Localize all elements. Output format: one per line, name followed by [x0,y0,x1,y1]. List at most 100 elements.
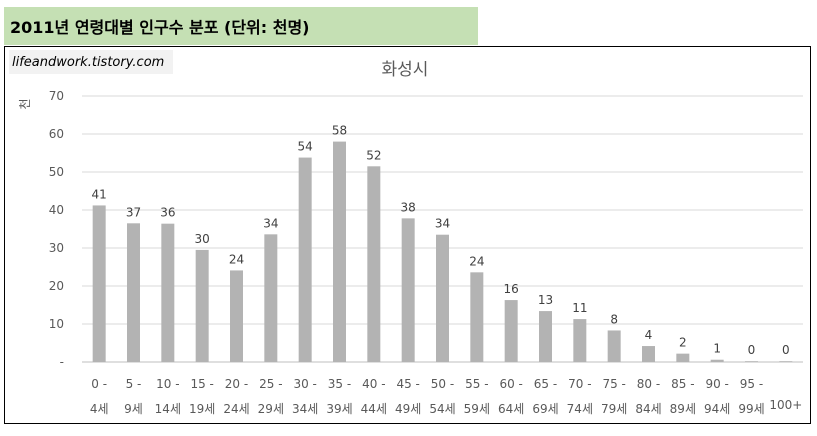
x-tick-label: 29세 [258,402,284,416]
y-axis-label: 천 [17,98,32,109]
x-tick-label: 35 - [328,377,351,391]
page-title: 2011년 연령대별 인구수 분포 (단위: 천명) [10,18,310,37]
x-tick-label: 49세 [395,402,421,416]
data-label: 30 [195,232,210,246]
data-label: 34 [263,216,278,230]
x-tick-label: 89세 [670,402,696,416]
bar [436,234,449,362]
data-label: 24 [229,252,244,266]
x-tick-label: 54세 [429,402,455,416]
bar [195,249,209,362]
data-label: 54 [298,140,313,154]
data-label: 58 [332,124,347,138]
x-tick-label: 5 - [126,377,142,391]
y-tick-label: 50 [49,165,64,179]
y-tick-label: - [60,355,64,369]
bar [333,141,346,362]
data-label: 1 [713,342,721,356]
x-tick-label: 14세 [155,402,181,416]
data-labels: 41 37 36 30 24 34 54 58 52 38 34 24 16 13 11 8 4 2 1 0 0 [92,124,790,358]
x-tick-label: 39세 [326,402,352,416]
data-label: 0 [782,343,790,357]
x-tick-label: 20 - [225,377,248,391]
bar [470,272,484,362]
x-tick-label: 69세 [532,402,558,416]
watermark: lifeandwork.tistory.com [9,50,173,74]
data-label: 16 [504,282,519,296]
y-tick-label: 70 [49,89,64,103]
x-tick-labels: 0 - 4세 5 - 9세 10 - 14세 15 - 19세 20 - 24세 25 - 29세 30… [90,377,802,416]
x-tick-label: 55 - [465,377,488,391]
x-tick-label: 30 - [293,377,316,391]
x-tick-label: 25 - [259,377,282,391]
y-tick-label: 10 [49,317,64,331]
x-tick-label: 60 - [499,377,522,391]
x-tick-label: 34세 [292,402,318,416]
x-tick-label: 99세 [738,402,764,416]
x-tick-label: 50 - [431,377,454,391]
bar [127,223,140,362]
x-tick-label: 80 - [637,377,660,391]
x-tick-label: 45 - [396,377,419,391]
x-tick-label: 15 - [190,377,213,391]
data-label: 41 [92,187,107,201]
y-tick-label: 30 [49,241,64,255]
bar [710,359,724,362]
x-tick-label: 85 - [671,377,694,391]
x-tick-label: 19세 [189,402,215,416]
x-tick-label: 70 - [568,377,591,391]
header-banner: 2011년 연령대별 인구수 분포 (단위: 천명) [4,7,478,45]
data-label: 38 [401,200,416,214]
y-tick-label: 20 [49,279,64,293]
data-label: 4 [645,328,653,342]
x-tick-label: 24세 [223,402,249,416]
data-label: 34 [435,217,450,231]
data-label: 2 [679,336,687,350]
data-label: 0 [748,343,756,357]
data-label: 24 [469,254,484,268]
bar [745,361,758,362]
x-tick-label: 90 - [705,377,728,391]
bars [92,141,793,362]
x-tick-label: 10 - [156,377,179,391]
bar [298,157,312,362]
data-label: 8 [610,312,618,326]
x-tick-label: 65 - [534,377,557,391]
x-tick-label: 59세 [464,402,490,416]
y-tick-label: 40 [49,203,64,217]
x-tick-label: 4세 [90,402,109,416]
x-tick-label: 79세 [601,402,627,416]
bar [642,346,655,362]
bar [230,270,243,362]
bar [401,218,415,362]
x-tick-label: 40 - [362,377,385,391]
x-tick-label: 9세 [124,402,143,416]
x-tick-label: 95 - [740,377,763,391]
data-label: 36 [160,206,175,220]
x-tick-label: 0 - [91,377,107,391]
bar [607,330,621,362]
bar [779,361,793,362]
x-tick-label: 94세 [704,402,730,416]
bar [264,234,278,362]
y-tick-labels: - 10 20 30 40 50 60 70 [49,89,64,369]
data-label: 52 [366,148,381,162]
x-tick-label: 100+ [769,398,802,412]
data-label: 13 [538,293,553,307]
x-tick-label: 74세 [567,402,593,416]
bar [92,205,106,362]
x-tick-label: 44세 [361,402,387,416]
bar [367,166,381,362]
watermark-text: lifeandwork.tistory.com [12,54,165,70]
data-label: 11 [572,301,587,315]
chart-title: 화성시 [382,60,429,80]
bar [161,223,175,362]
x-tick-label: 84세 [635,402,661,416]
y-tick-label: 60 [49,127,64,141]
x-tick-label: 75 - [602,377,625,391]
bar [573,319,587,362]
bar [539,311,552,362]
x-tick-label: 64세 [498,402,524,416]
data-label: 37 [126,205,141,219]
